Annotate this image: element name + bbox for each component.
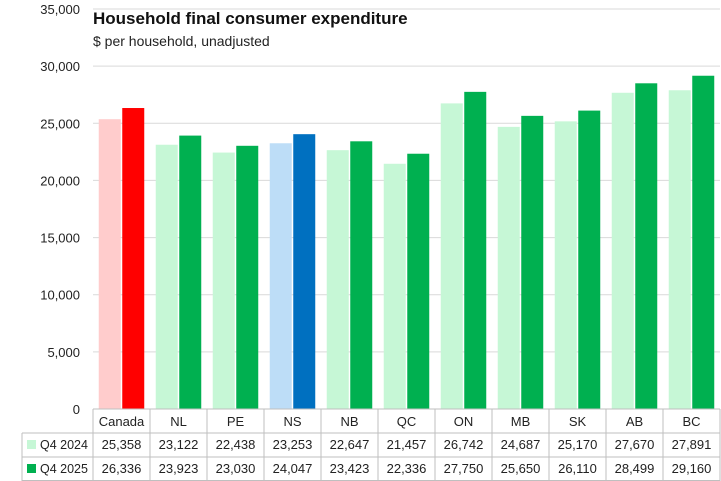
bar [440,103,463,410]
bar [611,92,634,410]
legend-label: Q4 2025 [40,462,88,476]
data-label: 27,750 [444,461,484,476]
y-tick-label: 25,000 [40,116,80,131]
data-label: 23,923 [159,461,199,476]
data-label: 29,160 [672,461,712,476]
bar [122,108,145,409]
legend-label: Q4 2024 [40,438,88,452]
y-tick-label: 20,000 [40,173,80,188]
y-tick-label: 30,000 [40,59,80,74]
data-label: 22,438 [216,437,256,452]
data-label: 26,742 [444,437,484,452]
bar [521,115,544,409]
bar [497,126,520,409]
bar [578,110,601,409]
x-tick-label: ON [454,414,474,429]
data-label: 27,891 [672,437,712,452]
chart-subtitle: $ per household, unadjusted [93,33,270,49]
data-label: 25,358 [102,437,142,452]
data-label: 21,457 [387,437,427,452]
bar [293,134,316,410]
bar [269,143,292,409]
y-tick-label: 35,000 [40,2,80,17]
data-label: 26,336 [102,461,142,476]
bar [212,152,235,409]
y-tick-label: 10,000 [40,288,80,303]
bar [692,75,715,409]
x-tick-label: NS [283,414,301,429]
bar [98,119,121,410]
bar [350,141,373,409]
bar [236,145,259,410]
bar [668,90,691,409]
legend-key [27,464,36,473]
bar [155,144,178,409]
data-label: 28,499 [615,461,655,476]
x-tick-label: QC [397,414,417,429]
bar [383,163,406,409]
x-tick-label: AB [626,414,643,429]
data-label: 24,047 [273,461,313,476]
bar [407,153,430,409]
bar [464,91,487,409]
bar [326,150,349,410]
legend-key [27,440,36,449]
data-label: 23,122 [159,437,199,452]
x-tick-label: PE [227,414,245,429]
data-label: 23,253 [273,437,313,452]
y-tick-label: 0 [73,402,80,417]
x-tick-label: MB [511,414,531,429]
bar [179,135,202,409]
data-label: 22,336 [387,461,427,476]
y-tick-label: 5,000 [47,345,80,360]
data-label: 25,170 [558,437,598,452]
x-tick-label: SK [569,414,587,429]
data-label: 24,687 [501,437,541,452]
data-label: 23,423 [330,461,370,476]
data-label: 23,030 [216,461,256,476]
bar [635,83,658,409]
data-label: 22,647 [330,437,370,452]
data-label: 27,670 [615,437,655,452]
x-tick-label: NL [170,414,187,429]
chart-title: Household final consumer expenditure [93,9,408,28]
bar [554,121,577,409]
y-tick-label: 15,000 [40,231,80,246]
x-tick-label: Canada [99,414,145,429]
data-label: 26,110 [558,461,597,476]
x-tick-label: NB [340,414,358,429]
data-label: 25,650 [501,461,541,476]
x-tick-label: BC [682,414,700,429]
